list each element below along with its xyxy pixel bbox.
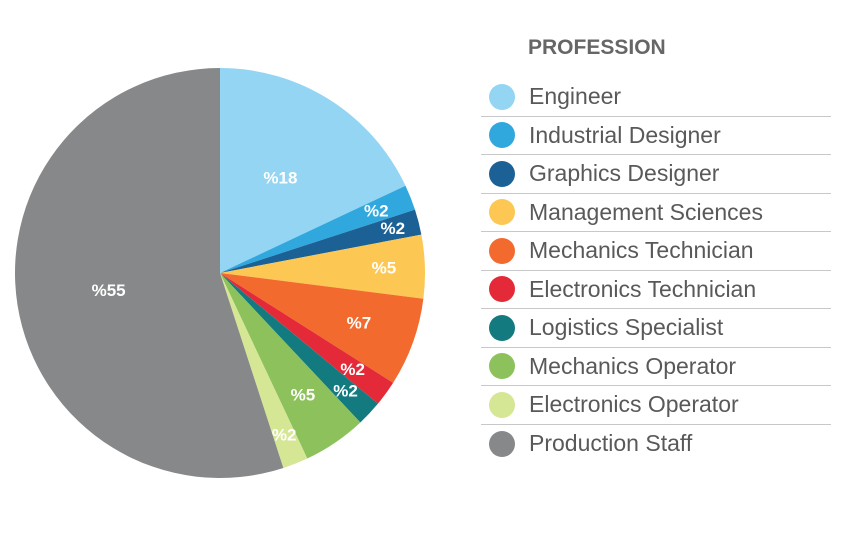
- legend-item: Graphics Designer: [481, 155, 831, 194]
- legend-label: Electronics Technician: [529, 275, 757, 302]
- pie-slice-management-sciences: [220, 234, 425, 299]
- legend-swatch-icon: [489, 353, 515, 380]
- legend: PROFESSION Engineer Industrial Designer Gr…: [481, 30, 831, 463]
- pie-chart: %18%2%2%5%7%2%2%5%2%55: [14, 68, 425, 478]
- legend-swatch-icon: [489, 199, 515, 226]
- slice-label-logistics-specialist: %2: [333, 381, 358, 400]
- legend-item: Mechanics Operator: [481, 348, 831, 386]
- pie-slice-engineer: [220, 68, 406, 273]
- legend-item: Management Sciences: [481, 194, 831, 232]
- slice-label-electronics-technician: %2: [340, 360, 365, 379]
- legend-item: Electronics Operator: [481, 386, 831, 425]
- legend-label: Graphics Designer: [529, 160, 720, 187]
- pie-slice-graphics-designer: [220, 209, 422, 273]
- legend-label: Electronics Operator: [529, 391, 739, 418]
- slice-label-graphics-designer: %2: [380, 219, 405, 238]
- slice-label-production-staff: %55: [92, 281, 126, 300]
- pie-slice-electronics-technician: [220, 273, 394, 404]
- legend-label: Management Sciences: [529, 198, 763, 225]
- legend-swatch-icon: [489, 83, 515, 110]
- legend-label: Logistics Specialist: [529, 314, 724, 341]
- slice-label-mechanics-technician: %7: [347, 313, 372, 332]
- legend-item: Electronics Technician: [481, 271, 831, 309]
- slice-label-mechanics-operator: %5: [291, 386, 316, 405]
- legend-swatch-icon: [489, 160, 515, 187]
- legend-item: Industrial Designer: [481, 117, 831, 155]
- legend-swatch-icon: [489, 430, 515, 457]
- legend-swatch-icon: [489, 314, 515, 341]
- legend-title: PROFESSION: [528, 36, 666, 59]
- pie-slice-electronics-operator: [220, 273, 308, 468]
- slice-label-electronics-operator: %2: [272, 426, 297, 445]
- pie-slice-mechanics-technician: [220, 273, 424, 383]
- pie-slice-mechanics-operator: [220, 273, 361, 459]
- legend-label: Production Staff: [529, 430, 693, 457]
- slice-label-management-sciences: %5: [372, 258, 397, 277]
- pie-slice-industrial-designer: [220, 185, 415, 273]
- pie-slice-production-staff: [14, 68, 284, 478]
- legend-item: Mechanics Technician: [481, 232, 831, 271]
- legend-swatch-icon: [489, 122, 515, 149]
- legend-label: Mechanics Technician: [529, 237, 754, 264]
- legend-label: Mechanics Operator: [529, 352, 737, 379]
- slice-label-engineer: %18: [263, 168, 297, 187]
- legend-item: Logistics Specialist: [481, 309, 831, 348]
- legend-item: Production Staff: [481, 425, 831, 464]
- legend-item: Engineer: [481, 78, 831, 117]
- legend-label: Industrial Designer: [529, 121, 721, 148]
- legend-items: Engineer Industrial Designer Graphics Desi…: [481, 78, 831, 463]
- legend-label: Engineer: [529, 83, 622, 110]
- legend-swatch-icon: [489, 391, 515, 418]
- legend-swatch-icon: [489, 276, 515, 303]
- slice-label-industrial-designer: %2: [364, 202, 389, 221]
- pie-slice-logistics-specialist: [220, 273, 378, 423]
- legend-swatch-icon: [489, 237, 515, 264]
